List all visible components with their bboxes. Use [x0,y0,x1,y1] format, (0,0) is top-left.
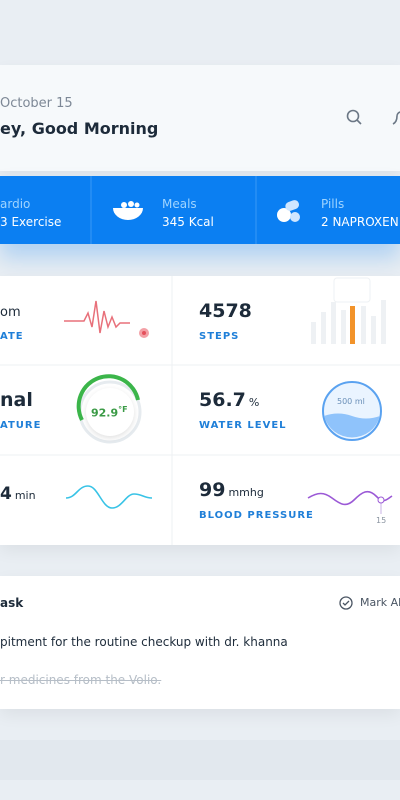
metric-label: WATER LEVEL [199,420,287,431]
mark-all[interactable]: Mark All [360,596,400,609]
metric-label: ATE [0,331,24,342]
metric-label: ATURE [0,420,42,431]
metric-number: 4 [0,484,12,504]
metric-unit: % [248,396,260,409]
task-item[interactable]: pitment for the routine checkup with dr.… [0,635,288,649]
heart-dot [142,331,146,335]
task-item-done[interactable]: r medicines from the Volio. [0,673,162,687]
metric-value: om [0,305,21,320]
metric-value: 99 mmhg [199,479,264,501]
metric-number: 99 [199,479,226,501]
steps-bars [311,300,386,344]
shadow-card [0,740,400,780]
search-icon[interactable] [346,109,362,125]
tasks-title: ask [0,596,24,610]
check-icon[interactable] [339,596,353,610]
metric-value: nal [0,389,33,411]
steps-active-bar [350,306,355,344]
metric-unit: mmhg [228,486,264,499]
date: October 15 [0,96,73,111]
metric-label: STEPS [199,331,240,342]
metric-label: BLOOD PRESSURE [199,510,314,521]
steps-tooltip [333,277,371,303]
water-badge: 500 ml [337,397,365,406]
sleep-wave [65,485,153,509]
gauge-value: 92.9°F [91,405,128,420]
gauge-face [86,388,134,436]
metric-value: 56.7% [199,389,259,411]
summary-value: 2 NAPROXEN [321,215,399,229]
metric-value: 4 min [0,484,36,504]
gauge-number: 92.9 [91,406,119,420]
grid-lines [0,276,400,545]
summary-value: 3 Exercise [0,215,62,229]
metric-number: 56.7 [199,389,246,411]
metric-value: 4578 [199,300,252,322]
water-fill [324,413,380,438]
bp-marker [377,496,385,504]
summary-label: Meals [162,197,197,211]
pills-icon [277,200,300,222]
gauge-arc [76,374,140,421]
header-card [0,65,400,171]
summary-label: Pills [321,197,345,211]
summary-value: 345 Kcal [162,215,214,229]
meals-icon [113,201,143,220]
gauge-unit: °F [118,405,128,414]
bell-icon[interactable] [392,111,400,125]
heart-wave [64,300,130,334]
tasks-card [0,576,400,709]
bp-marker-label: 15 [376,516,387,525]
metric-unit: min [14,489,36,502]
greeting: ey, Good Morning [0,119,159,138]
summary-label: ardio [0,197,31,211]
summary-bar [0,176,400,244]
